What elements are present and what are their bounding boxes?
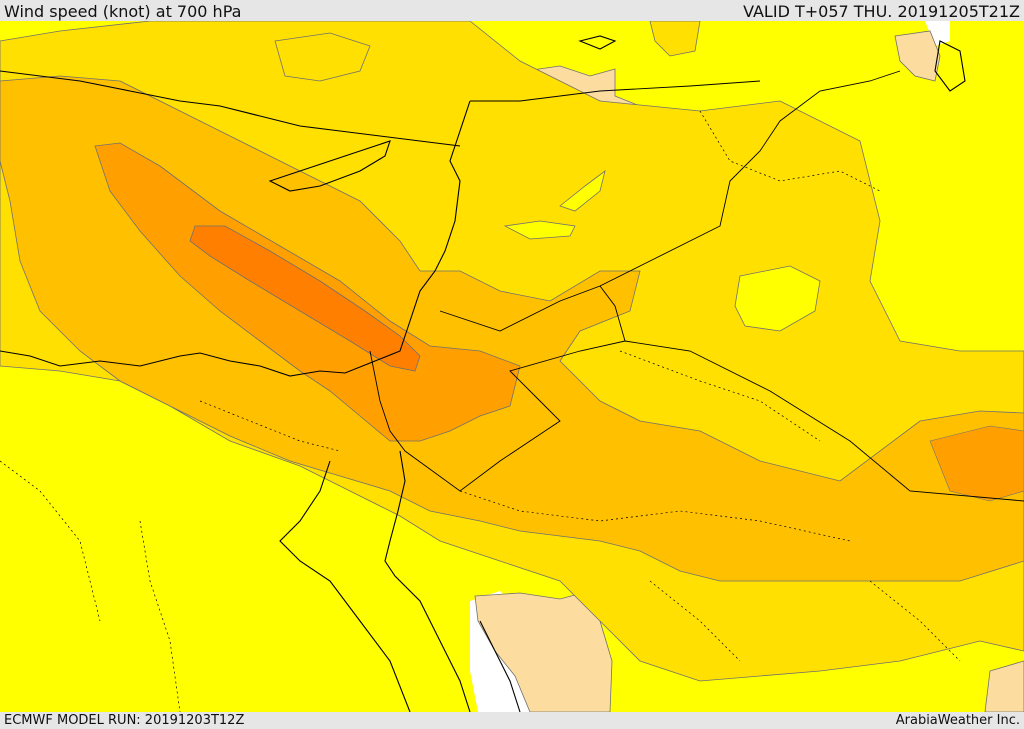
wind-band-amber bbox=[0, 75, 1024, 582]
map-title: Wind speed (knot) at 700 hPa bbox=[4, 2, 242, 21]
tan-patch-se bbox=[984, 660, 1024, 712]
wind-speed-map[interactable] bbox=[0, 21, 1024, 712]
gold-patch-north bbox=[274, 32, 371, 82]
model-run-label: ECMWF MODEL RUN: 20191203T12Z bbox=[4, 713, 245, 728]
credit-label: ArabiaWeather Inc. bbox=[895, 713, 1020, 728]
wind-band-deep-orange bbox=[189, 225, 421, 372]
footer-bar bbox=[0, 712, 1024, 729]
white-area-ne bbox=[925, 21, 950, 46]
country-borders bbox=[369, 70, 1024, 502]
tan-patch-ne bbox=[894, 30, 941, 82]
admin-borders bbox=[0, 110, 961, 712]
yellow-hole-iraq bbox=[503, 220, 576, 240]
orange-patch-se bbox=[929, 425, 1024, 502]
valid-time-label: VALID T+057 THU. 20191205T21Z bbox=[743, 2, 1020, 21]
yellow-hole-syria bbox=[559, 170, 606, 212]
header-bar bbox=[0, 0, 1024, 21]
coastlines bbox=[0, 35, 966, 712]
gold-patch-north2 bbox=[649, 21, 701, 57]
yellow-hole-jordan bbox=[734, 265, 821, 332]
